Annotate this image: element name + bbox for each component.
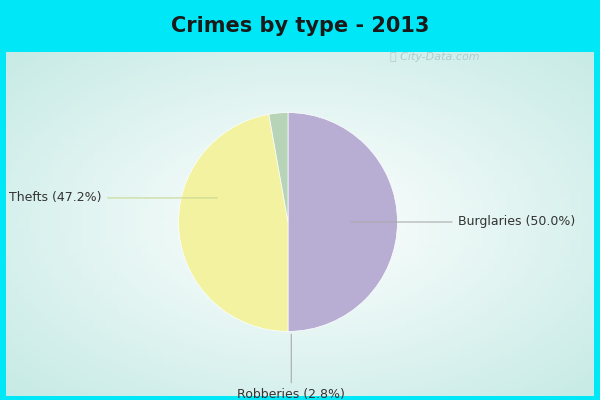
- Text: Burglaries (50.0%): Burglaries (50.0%): [351, 216, 575, 228]
- Wedge shape: [269, 112, 288, 222]
- Text: Thefts (47.2%): Thefts (47.2%): [10, 192, 217, 204]
- Text: Crimes by type - 2013: Crimes by type - 2013: [171, 16, 429, 36]
- Wedge shape: [179, 114, 288, 332]
- Text: ⓘ City-Data.com: ⓘ City-Data.com: [390, 52, 479, 62]
- Text: Robberies (2.8%): Robberies (2.8%): [238, 334, 345, 400]
- Wedge shape: [288, 112, 397, 332]
